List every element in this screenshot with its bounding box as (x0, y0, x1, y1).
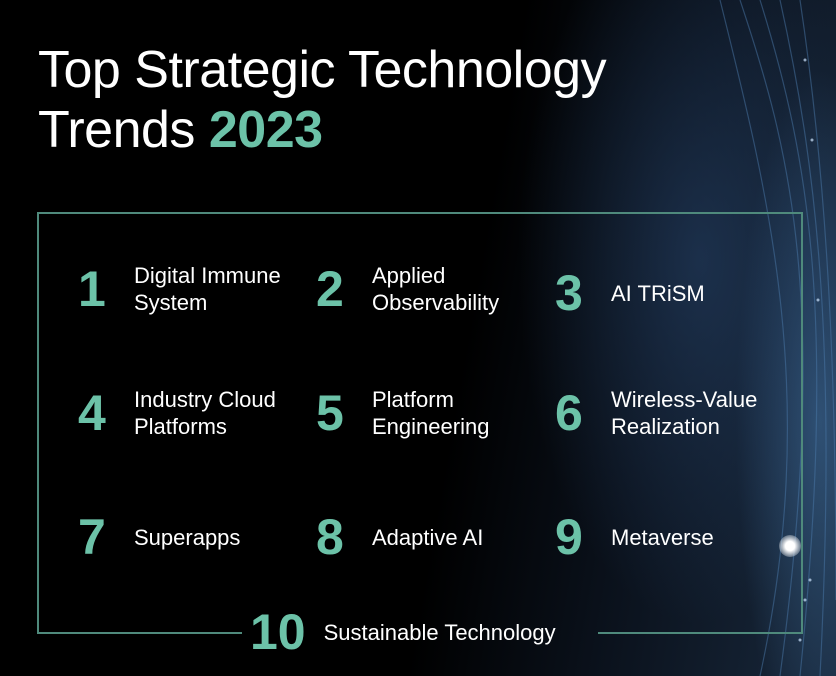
trend-item-4: 4 Industry Cloud Platforms (78, 386, 276, 440)
trend-item-1: 1 Digital Immune System (78, 262, 281, 316)
trend-label: System (134, 290, 208, 315)
trend-label: Platform (372, 387, 454, 412)
trend-item-10: 10 Sustainable Technology (250, 607, 556, 657)
trend-item-7: 7 Superapps (78, 512, 240, 562)
trend-number: 1 (78, 261, 106, 317)
trend-label: Adaptive AI (372, 524, 484, 550)
trend-label: Metaverse (611, 524, 714, 550)
trend-number: 3 (555, 265, 583, 321)
trend-label: Observability (372, 290, 500, 315)
title-prefix: Trends (38, 101, 195, 159)
title-year: 2023 (208, 101, 323, 159)
trend-label: AI TRiSM (611, 280, 705, 306)
trend-item-6: 6 Wireless-Value Realization (555, 386, 757, 440)
trend-label: Industry Cloud (134, 387, 276, 412)
trend-item-5: 5 Platform Engineering (316, 386, 489, 440)
trend-label: Engineering (372, 414, 490, 439)
trend-number: 8 (316, 509, 344, 565)
trend-label: Superapps (134, 524, 241, 550)
trends-frame (37, 212, 803, 633)
trend-label: Digital Immune (134, 263, 281, 288)
trend-number: 5 (316, 385, 344, 441)
trend-number: 4 (78, 385, 106, 441)
trend-label: Realization (611, 414, 720, 439)
trend-number: 7 (78, 509, 106, 565)
trend-item-9: 9 Metaverse (555, 512, 714, 562)
frame-bottom-right (598, 632, 803, 634)
page-title: Top Strategic Technology Trends 2023 (38, 40, 607, 160)
glowing-orb (779, 535, 801, 557)
trend-label: Sustainable Technology (323, 619, 556, 645)
trend-number: 2 (316, 261, 344, 317)
trend-item-3: 3 AI TRiSM (555, 268, 705, 318)
trend-item-2: 2 Applied Observability (316, 262, 499, 316)
title-line-2: Trends 2023 (38, 100, 606, 160)
trend-number: 6 (555, 385, 583, 441)
trend-label: Applied (372, 263, 446, 288)
trend-number: 9 (555, 509, 583, 565)
frame-bottom-left (37, 632, 242, 634)
trend-item-8: 8 Adaptive AI (316, 512, 483, 562)
title-line-1: Top Strategic Technology (38, 41, 607, 99)
trend-label: Wireless-Value (611, 387, 758, 412)
trend-number: 10 (250, 604, 306, 660)
trend-label: Platforms (134, 414, 227, 439)
